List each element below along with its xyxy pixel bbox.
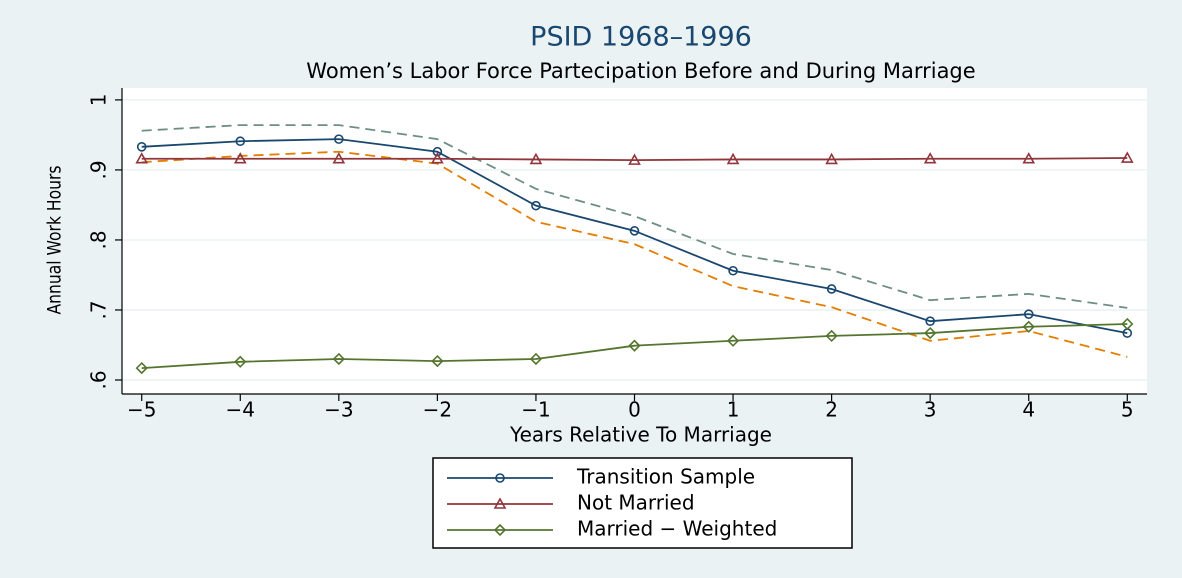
- data-point: [628, 153, 641, 165]
- legend-marker: [493, 523, 507, 537]
- x-tick-label: 4: [1022, 398, 1035, 422]
- legend-label: Not Married: [577, 491, 695, 515]
- data-point: [135, 361, 148, 375]
- data-point: [923, 152, 937, 164]
- plot-area: [122, 88, 1147, 394]
- x-tick-label: −1: [521, 398, 550, 422]
- series-line: [141, 157, 1128, 162]
- data-point: [629, 226, 640, 236]
- legend-marker: [493, 497, 507, 509]
- data-point: [332, 152, 346, 164]
- series-line: [141, 323, 1128, 369]
- x-axis-label: Years Relative To Marriage: [509, 423, 772, 447]
- x-tick-label: 2: [825, 398, 838, 422]
- data-point: [825, 152, 838, 165]
- data-point: [728, 265, 738, 276]
- chart-title: PSID 1968–1996: [530, 22, 752, 53]
- y-tick-label: .9: [87, 160, 111, 179]
- y-tick-label: .8: [87, 230, 111, 249]
- data-point: [825, 329, 838, 343]
- data-point: [332, 352, 345, 366]
- x-tick-label: 1: [727, 398, 740, 422]
- data-point: [136, 142, 147, 152]
- x-tick-label: −4: [226, 398, 255, 422]
- x-tick-label: 0: [628, 398, 641, 422]
- data-point: [1121, 317, 1134, 331]
- chart-subtitle: Women’s Labor Force Partecipation Before…: [306, 59, 975, 83]
- data-point: [1022, 320, 1035, 333]
- data-point: [529, 352, 543, 366]
- data-point: [726, 152, 740, 165]
- x-tick-label: 3: [924, 398, 937, 422]
- data-point: [531, 200, 541, 211]
- data-point: [628, 339, 641, 352]
- series-line: [141, 138, 1128, 334]
- data-point: [431, 152, 444, 164]
- y-axis-label: Annual Work Hours: [44, 165, 66, 314]
- y-tick-label: 1: [87, 94, 111, 107]
- x-tick-label: 5: [1121, 398, 1134, 422]
- data-point: [233, 152, 247, 164]
- y-tick-label: .7: [87, 300, 111, 319]
- y-tick-label: .6: [87, 370, 111, 389]
- data-point: [234, 355, 247, 368]
- series-line: [141, 124, 1128, 309]
- x-tick-label: −5: [127, 398, 156, 422]
- data-point: [826, 284, 837, 294]
- legend-label: Married − Weighted: [577, 517, 777, 541]
- data-point: [925, 316, 935, 326]
- x-tick-label: −3: [324, 398, 353, 422]
- data-point: [135, 152, 149, 164]
- data-point: [1022, 152, 1036, 164]
- legend-marker: [495, 473, 505, 483]
- data-point: [431, 354, 444, 368]
- data-point: [1023, 309, 1034, 319]
- data-point: [529, 152, 543, 165]
- data-point: [235, 136, 246, 147]
- data-point: [924, 326, 937, 340]
- series-line: [141, 150, 1128, 358]
- data-point: [726, 334, 740, 347]
- data-point: [432, 146, 443, 157]
- legend-label: Transition Sample: [576, 465, 755, 489]
- x-tick-label: −2: [423, 398, 452, 422]
- data-point: [1120, 151, 1134, 163]
- data-point: [334, 134, 344, 144]
